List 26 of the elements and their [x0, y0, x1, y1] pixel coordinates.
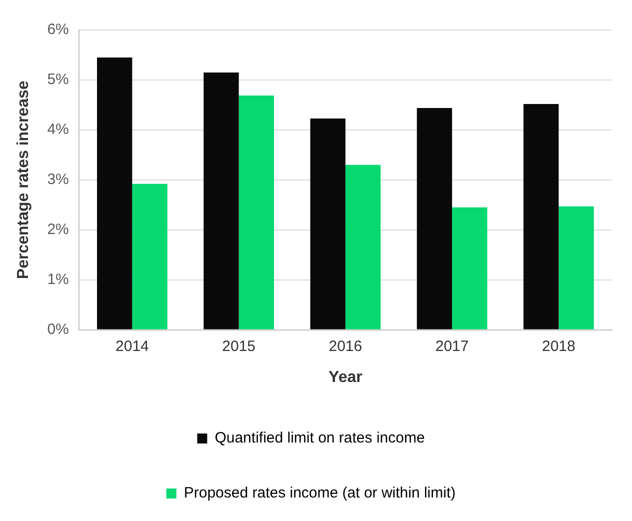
y-tick-label: 0%: [47, 320, 69, 338]
legend-label: Proposed rates income (at or within limit): [184, 484, 456, 502]
bar: [97, 57, 132, 330]
y-tick-label: 2%: [47, 221, 69, 238]
x-tick-label: 2017: [435, 338, 469, 355]
x-tick-label: 2016: [328, 338, 362, 355]
bar: [524, 104, 559, 330]
bar: [310, 118, 346, 330]
x-tick-label: 2015: [222, 338, 256, 355]
y-tick-label: 1%: [47, 270, 69, 288]
legend-label: Quantified limit on rates income: [214, 430, 425, 447]
y-tick-label: 4%: [47, 121, 69, 138]
bar: [452, 207, 488, 330]
y-axis-title: Percentage rates increase: [15, 80, 32, 280]
y-tick-label: 5%: [47, 71, 69, 88]
x-axis-title: Year: [328, 368, 362, 386]
x-tick-label: 2018: [542, 338, 576, 355]
bar: [204, 72, 239, 330]
bar: [558, 206, 594, 330]
bar: [238, 95, 274, 330]
bar: [132, 184, 168, 330]
y-tick-label: 3%: [47, 171, 69, 188]
y-tick-label: 6%: [47, 21, 69, 38]
bar: [345, 164, 381, 330]
x-tick-label: 2014: [116, 338, 149, 355]
bar: [416, 108, 452, 330]
